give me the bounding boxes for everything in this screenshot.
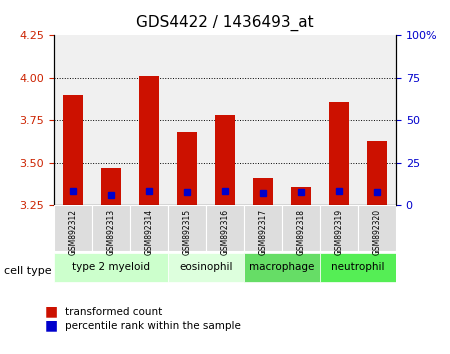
Text: cell type: cell type <box>4 266 52 276</box>
Text: ■: ■ <box>45 304 58 319</box>
FancyBboxPatch shape <box>244 205 282 251</box>
Text: GSM892319: GSM892319 <box>334 207 343 262</box>
Text: GSM892315: GSM892315 <box>183 207 192 262</box>
Text: transformed count: transformed count <box>65 307 162 316</box>
Text: GSM892316: GSM892316 <box>220 207 230 262</box>
Bar <box>291 187 311 205</box>
Text: percentile rank within the sample: percentile rank within the sample <box>65 321 241 331</box>
Bar <box>215 115 235 205</box>
FancyBboxPatch shape <box>54 253 168 282</box>
Text: type 2 myeloid: type 2 myeloid <box>72 262 150 272</box>
Bar <box>252 178 274 205</box>
Text: GSM892316: GSM892316 <box>220 209 230 255</box>
Bar <box>63 95 83 205</box>
Bar <box>139 76 159 205</box>
FancyBboxPatch shape <box>244 253 320 282</box>
FancyBboxPatch shape <box>320 253 396 282</box>
Text: GSM892312: GSM892312 <box>68 209 77 255</box>
Text: eosinophil: eosinophil <box>179 262 233 272</box>
FancyBboxPatch shape <box>130 205 168 251</box>
Bar <box>367 141 387 205</box>
FancyBboxPatch shape <box>206 205 244 251</box>
Bar <box>100 168 122 205</box>
FancyBboxPatch shape <box>92 205 130 251</box>
Text: GSM892319: GSM892319 <box>334 209 343 255</box>
Text: GSM892314: GSM892314 <box>144 207 153 262</box>
Title: GDS4422 / 1436493_at: GDS4422 / 1436493_at <box>136 15 314 31</box>
Text: GSM892320: GSM892320 <box>373 207 382 262</box>
Text: GSM892313: GSM892313 <box>107 209 116 255</box>
Bar <box>328 102 350 205</box>
Text: GSM892317: GSM892317 <box>258 209 267 255</box>
Text: neutrophil: neutrophil <box>331 262 385 272</box>
Text: GSM892320: GSM892320 <box>373 209 382 255</box>
Text: macrophage: macrophage <box>249 262 315 272</box>
FancyBboxPatch shape <box>358 205 396 251</box>
Text: GSM892315: GSM892315 <box>183 209 192 255</box>
Text: GSM892312: GSM892312 <box>68 207 77 262</box>
FancyBboxPatch shape <box>168 253 244 282</box>
Text: GSM892318: GSM892318 <box>297 209 306 255</box>
Text: GSM892313: GSM892313 <box>107 207 116 262</box>
Text: GSM892314: GSM892314 <box>144 209 153 255</box>
FancyBboxPatch shape <box>54 205 92 251</box>
Text: GSM892317: GSM892317 <box>258 207 267 262</box>
Bar <box>176 132 198 205</box>
Text: GSM892318: GSM892318 <box>297 207 306 262</box>
FancyBboxPatch shape <box>168 205 206 251</box>
FancyBboxPatch shape <box>320 205 358 251</box>
Text: ■: ■ <box>45 319 58 333</box>
FancyBboxPatch shape <box>282 205 320 251</box>
